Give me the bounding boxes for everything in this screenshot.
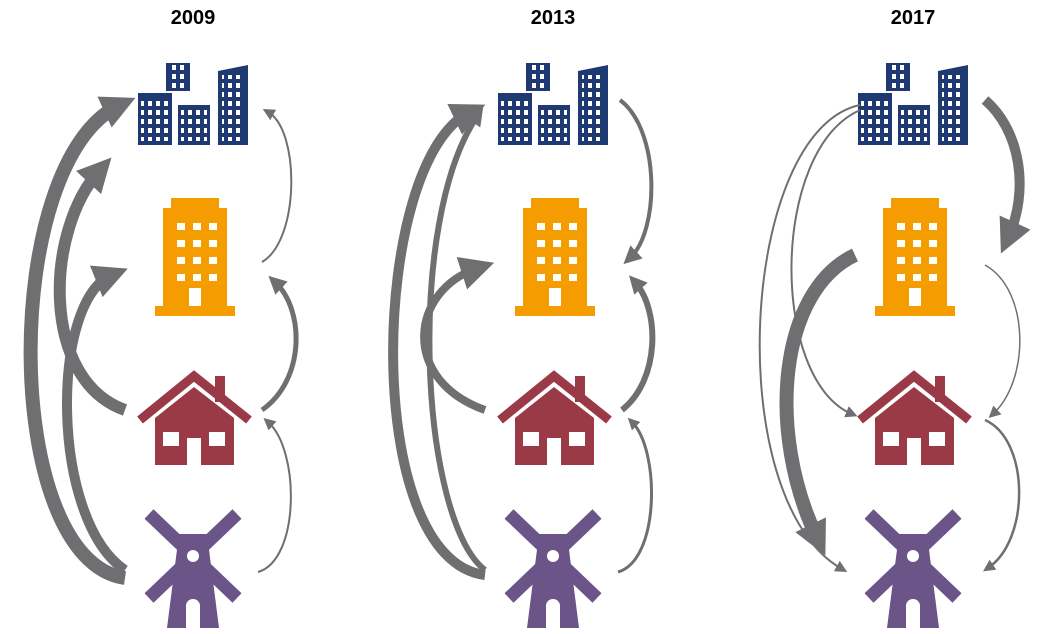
flow-arrow <box>388 104 486 580</box>
arrows <box>23 96 1031 585</box>
city-icon <box>858 63 968 145</box>
flow-arrow <box>53 157 128 416</box>
flow-arrow <box>257 418 292 573</box>
apartment-icon <box>515 198 595 316</box>
house-icon <box>140 376 249 465</box>
icons <box>138 63 969 628</box>
flow-arrow <box>618 98 654 265</box>
apartment-icon <box>155 198 235 316</box>
flow-arrow <box>779 248 859 556</box>
windmill-icon <box>149 514 237 628</box>
city-icon <box>498 63 608 145</box>
flow-arrow <box>23 96 136 585</box>
flow-arrow <box>62 265 128 575</box>
column-title: 2013 <box>531 7 576 29</box>
flow-arrow <box>983 418 1021 572</box>
flow-arrow <box>758 104 861 572</box>
apartment-icon <box>875 198 955 316</box>
windmill-icon <box>869 514 957 628</box>
flow-arrow <box>790 109 861 418</box>
city-icon <box>138 63 248 145</box>
column-title: 2017 <box>891 7 936 29</box>
column-title: 2009 <box>171 7 216 29</box>
flow-arrow <box>984 264 1021 419</box>
flow-arrow <box>260 275 299 413</box>
flow-arrow <box>261 109 293 263</box>
flow-arrow <box>426 107 487 573</box>
flow-arrow <box>981 96 1031 254</box>
flow-arrow <box>617 417 653 574</box>
windmill-icon <box>509 514 597 628</box>
house-icon <box>860 376 969 465</box>
house-icon <box>500 376 609 465</box>
flow-arrow <box>620 275 656 413</box>
flow-arrow <box>420 257 495 414</box>
